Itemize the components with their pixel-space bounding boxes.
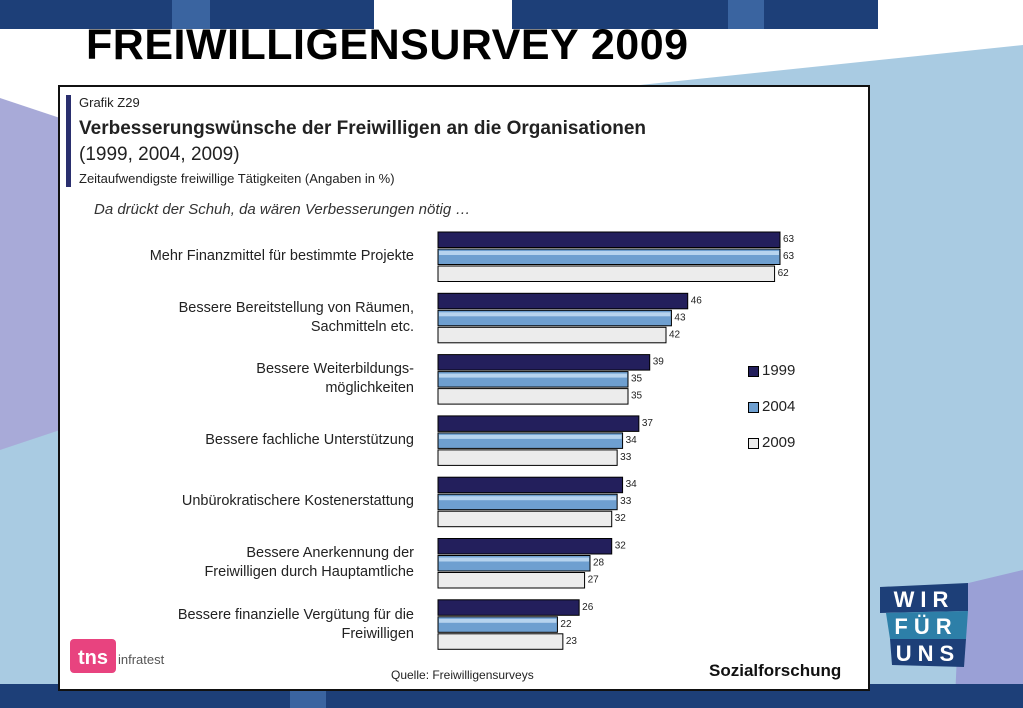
category-label: Bessere Weiterbildungs-möglichkeiten bbox=[84, 360, 414, 398]
value-label: 39 bbox=[653, 357, 665, 368]
legend-swatch bbox=[748, 402, 759, 413]
value-label: 33 bbox=[620, 452, 632, 463]
chart-source: Quelle: Freiwilligensurveys bbox=[391, 668, 534, 682]
category-label-line: Mehr Finanzmittel für bestimmte Projekte bbox=[149, 248, 414, 265]
chart-panel: Grafik Z29 Verbesserungswünsche der Frei… bbox=[58, 85, 870, 691]
bar-2009 bbox=[437, 510, 613, 528]
tns-logo-box bbox=[70, 639, 116, 673]
legend-item-2009: 2009 bbox=[748, 434, 828, 454]
category-label-line: Bessere fachliche Unterstützung bbox=[205, 432, 414, 449]
value-label: 46 bbox=[691, 295, 703, 306]
wfu-row2: FÜR bbox=[894, 614, 957, 639]
value-label: 32 bbox=[615, 541, 627, 552]
category-label-line: Bessere Weiterbildungs- bbox=[256, 361, 414, 378]
chart-subtitle: Zeitaufwendigste freiwillige Tätigkeiten… bbox=[79, 171, 395, 186]
category-label-line: Freiwilligen bbox=[341, 625, 414, 642]
wfu-row1: WIR bbox=[894, 587, 955, 612]
value-label: 34 bbox=[626, 479, 638, 490]
bar-highlight bbox=[439, 373, 627, 378]
value-label: 37 bbox=[642, 418, 654, 429]
value-label: 26 bbox=[582, 602, 594, 613]
bar-1999 bbox=[437, 476, 624, 494]
value-label: 43 bbox=[674, 312, 686, 323]
bar-1999 bbox=[437, 231, 781, 248]
chart-question: Da drückt der Schuh, da wären Verbesseru… bbox=[94, 201, 471, 218]
bar-1999 bbox=[437, 415, 640, 432]
value-label: 42 bbox=[669, 329, 681, 340]
chart-years: (1999, 2004, 2009) bbox=[79, 144, 240, 165]
bar-highlight bbox=[439, 618, 557, 623]
legend-swatch bbox=[748, 366, 759, 377]
value-label: 27 bbox=[588, 575, 600, 586]
bar-2009 bbox=[437, 326, 667, 344]
value-label: 63 bbox=[783, 251, 795, 262]
category-label: Bessere fachliche Unterstützung bbox=[84, 431, 414, 450]
legend-item-1999: 1999 bbox=[748, 362, 828, 382]
grafik-label: Grafik Z29 bbox=[79, 95, 140, 110]
category-label: Mehr Finanzmittel für bestimmte Projekte bbox=[84, 247, 414, 266]
bar-highlight bbox=[439, 557, 589, 562]
bar-1999 bbox=[437, 538, 613, 555]
value-label: 34 bbox=[626, 435, 638, 446]
category-label-line: Sachmitteln etc. bbox=[310, 319, 414, 336]
bar-highlight bbox=[439, 312, 671, 317]
bar-highlight bbox=[439, 496, 617, 501]
category-label: Bessere Anerkennung der Freiwilligen durc… bbox=[84, 544, 414, 582]
bar-1999 bbox=[437, 599, 580, 616]
slide-title: FREIWILLIGENSURVEY 2009 bbox=[86, 21, 689, 69]
value-label: 28 bbox=[593, 558, 605, 569]
category-label: Bessere Bereitstellung von Räumen, Sachmi… bbox=[84, 299, 414, 337]
category-label-line: Freiwilligen durch Hauptamtliche bbox=[204, 564, 414, 581]
legend-swatch bbox=[748, 438, 759, 449]
category-label: Unbürokratischere Kostenerstattung bbox=[84, 492, 414, 511]
bar-chart: 63 63 62 46 43 42 39 35 35 37 34 33 34 33 32 32 28 27 26 22… bbox=[437, 231, 795, 650]
category-label-line: Bessere Bereitstellung von Räumen, bbox=[178, 300, 414, 317]
bar-2009 bbox=[437, 449, 618, 466]
category-label-line: Unbürokratischere Kostenerstattung bbox=[181, 493, 414, 510]
wir-fuer-uns-logo: WIR FÜR UNS bbox=[880, 583, 968, 667]
value-label: 63 bbox=[783, 234, 795, 245]
value-label: 22 bbox=[560, 619, 572, 630]
wfu-row3: UNS bbox=[896, 641, 960, 666]
bar-2009 bbox=[437, 633, 564, 650]
infratest-logo-text: infratest bbox=[118, 652, 165, 667]
value-label: 35 bbox=[631, 391, 643, 402]
bar-1999 bbox=[437, 354, 651, 371]
value-label: 35 bbox=[631, 374, 643, 385]
legend-item-2004: 2004 bbox=[748, 398, 828, 418]
tns-infratest-logo: tns infratest bbox=[70, 639, 165, 673]
category-label: Bessere finanzielle Vergütung für die Fre… bbox=[84, 606, 414, 644]
value-label: 23 bbox=[566, 636, 578, 647]
panel-accent-bar bbox=[66, 95, 71, 187]
bar-2009 bbox=[437, 388, 629, 405]
category-label-line: Bessere Anerkennung der bbox=[246, 545, 414, 562]
chart-title: Verbesserungswünsche der Freiwilligen an… bbox=[79, 118, 646, 139]
bar-highlight bbox=[439, 251, 779, 255]
brand-label: Sozialforschung bbox=[709, 661, 842, 680]
legend-label: 2009 bbox=[762, 434, 796, 451]
category-label-line: Bessere finanzielle Vergütung für die bbox=[177, 606, 414, 623]
value-label: 33 bbox=[620, 496, 632, 507]
value-label: 62 bbox=[778, 268, 790, 279]
bar-2009 bbox=[437, 572, 586, 589]
bar-1999 bbox=[437, 292, 689, 310]
bar-2009 bbox=[437, 265, 776, 282]
bar-highlight bbox=[439, 434, 622, 439]
legend-label: 1999 bbox=[762, 362, 796, 379]
legend-label: 2004 bbox=[762, 398, 796, 415]
value-label: 32 bbox=[615, 513, 627, 524]
category-label-line: möglichkeiten bbox=[325, 380, 414, 397]
tns-logo-text: tns bbox=[78, 647, 108, 669]
